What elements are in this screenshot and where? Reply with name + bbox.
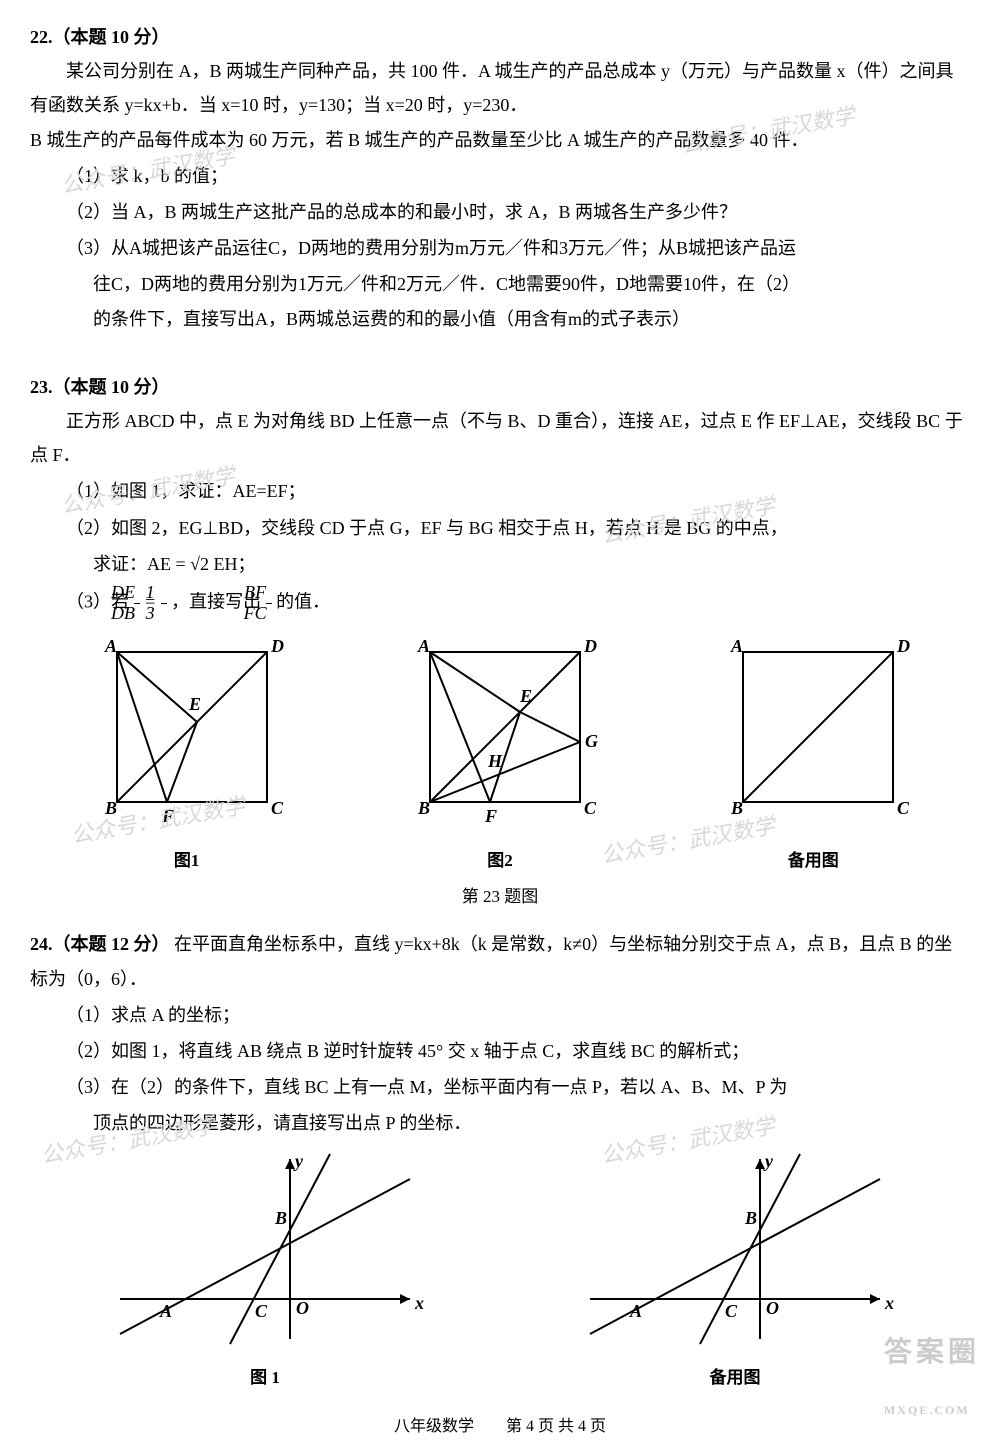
q24-figures: y x O A B C 图 1 y x O A B [30, 1149, 970, 1394]
q24-fig1-svg: y x O A B C [100, 1149, 430, 1349]
q24-s2: （2）如图 1，将直线 AB 绕点 B 逆时针旋转 45° 交 x 轴于点 C，… [30, 1034, 970, 1068]
fraction-1-3: 13 [161, 583, 167, 624]
svg-text:y: y [293, 1151, 304, 1171]
svg-text:B: B [744, 1208, 757, 1228]
q24-s1: （1）求点 A 的坐标； [30, 998, 970, 1032]
q23-cap1: 图1 [77, 845, 297, 877]
svg-text:E: E [519, 686, 532, 706]
q22-s2: （2）当 A，B 两城生产这批产品的总成本的和最小时，求 A，B 两城各生产多少… [30, 195, 970, 229]
q23-figures: A D B C E F 图1 A D B C [30, 632, 970, 877]
svg-text:D: D [583, 636, 597, 656]
fraction-de-db: DEDB [134, 583, 140, 624]
q23-fig3: A D B C 备用图 [703, 632, 923, 877]
q23-s3c: 的值． [276, 591, 330, 611]
svg-text:F: F [161, 806, 174, 826]
q23-fig1-svg: A D B C E F [77, 632, 297, 832]
fraction-bf-fc: BFFC [266, 583, 272, 624]
svg-text:A: A [417, 636, 430, 656]
q24-fig1: y x O A B C 图 1 [100, 1149, 430, 1394]
q22-s3c: 的条件下，直接写出A，B两城总运费的和的最小值（用含有m的式子表示） [30, 302, 970, 336]
q23-head: 23.（本题 10 分） [30, 377, 170, 397]
q23-s2b: 求证：AE = √2 EH； [30, 547, 970, 581]
q24-line1: 24.（本题 12 分） 在平面直角坐标系中，直线 y=kx+8k（k 是常数，… [30, 927, 970, 995]
svg-text:A: A [159, 1301, 172, 1321]
q23-fig3-svg: A D B C [703, 632, 923, 832]
svg-text:A: A [629, 1301, 642, 1321]
svg-text:x: x [414, 1293, 424, 1313]
q23-cap3: 备用图 [703, 845, 923, 877]
q22-s3a: （3）从A城把该产品运往C，D两地的费用分别为m万元／件和3万元／件；从B城把该… [30, 231, 970, 265]
q22-head: 22.（本题 10 分） [30, 27, 170, 47]
q24-head: 24.（本题 12 分） [30, 934, 170, 954]
question-24: 24.（本题 12 分） 在平面直角坐标系中，直线 y=kx+8k（k 是常数，… [30, 927, 970, 1394]
svg-text:D: D [270, 636, 284, 656]
svg-text:A: A [104, 636, 117, 656]
q23-s2a: （2）如图 2，EG⊥BD，交线段 CD 于点 G，EF 与 BG 相交于点 H… [30, 511, 970, 545]
svg-text:B: B [730, 798, 743, 818]
q23-fig2-svg: A D B C E F G H [390, 632, 610, 832]
svg-text:C: C [271, 798, 284, 818]
q24-s3a: （3）在（2）的条件下，直线 BC 上有一点 M，坐标平面内有一点 P，若以 A… [30, 1070, 970, 1104]
svg-text:F: F [484, 806, 497, 826]
svg-text:C: C [725, 1301, 738, 1321]
svg-text:A: A [730, 636, 743, 656]
svg-text:C: C [255, 1301, 268, 1321]
svg-text:O: O [296, 1298, 309, 1318]
q22-p2: B 城生产的产品每件成本为 60 万元，若 B 城生产的产品数量至少比 A 城生… [30, 123, 970, 157]
q24-cap1: 图 1 [100, 1362, 430, 1394]
svg-text:y: y [763, 1151, 774, 1171]
q23-fig1: A D B C E F 图1 [77, 632, 297, 877]
site-logo: 答案圈 MXQE.COM [884, 1326, 980, 1432]
svg-text:B: B [104, 798, 117, 818]
q23-p1: 正方形 ABCD 中，点 E 为对角线 BD 上任意一点（不与 B、D 重合），… [30, 404, 970, 472]
q23-s3: （3）若 DEDB = 13 ，直接写出 BFFC 的值． [30, 583, 970, 624]
q24-fig2: y x O A B C 备用图 [570, 1149, 900, 1394]
svg-text:H: H [487, 751, 503, 771]
svg-text:B: B [417, 798, 430, 818]
svg-text:B: B [274, 1208, 287, 1228]
q22-s3b: 往C，D两地的费用分别为1万元／件和2万元／件．C地需要90件，D地需要10件，… [30, 267, 970, 301]
q23-figmain: 第 23 题图 [30, 881, 970, 913]
svg-text:C: C [897, 798, 910, 818]
svg-text:C: C [584, 798, 597, 818]
svg-text:E: E [188, 694, 201, 714]
svg-text:x: x [884, 1293, 894, 1313]
q24-fig2-svg: y x O A B C [570, 1149, 900, 1349]
svg-text:G: G [585, 731, 598, 751]
svg-text:D: D [896, 636, 910, 656]
q23-fig2: A D B C E F G H 图2 [390, 632, 610, 877]
q23-cap2: 图2 [390, 845, 610, 877]
q24-s3b: 顶点的四边形是菱形，请直接写出点 P 的坐标． [30, 1106, 970, 1140]
q23-s2b-text: 求证：AE = √2 EH； [93, 554, 256, 574]
q23-s1: （1）如图 1，求证：AE=EF； [30, 474, 970, 508]
question-23: 23.（本题 10 分） 正方形 ABCD 中，点 E 为对角线 BD 上任意一… [30, 370, 970, 914]
svg-text:O: O [766, 1298, 779, 1318]
q22-p1: 某公司分别在 A，B 两城生产同种产品，共 100 件．A 城生产的产品总成本 … [30, 54, 970, 122]
page-footer: 八年级数学 第 4 页 共 4 页 [30, 1412, 970, 1442]
question-22: 22.（本题 10 分） 某公司分别在 A，B 两城生产同种产品，共 100 件… [30, 20, 970, 336]
q24-cap2: 备用图 [570, 1362, 900, 1394]
q22-s1: （1）求 k，b 的值； [30, 159, 970, 193]
